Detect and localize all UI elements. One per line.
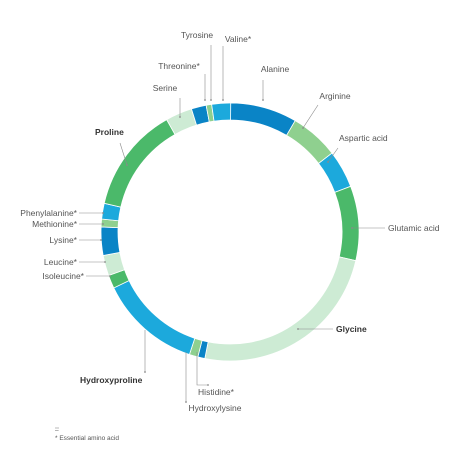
label-lysine: Lysine* xyxy=(49,235,77,245)
footnote-dash: – xyxy=(55,427,59,434)
leader-dot-aspartic-acid xyxy=(327,161,329,163)
leader-dot-tyrosine xyxy=(210,99,212,101)
leader-dot-glycine xyxy=(297,328,299,330)
leader-dot-histidine xyxy=(207,384,209,386)
segment-hydroxyproline xyxy=(113,280,196,355)
leader-histidine xyxy=(196,352,208,386)
label-hydroxyproline: Hydroxyproline xyxy=(80,375,143,385)
footnote: – * Essential amino acid xyxy=(55,427,119,442)
leader-dot-threonine xyxy=(204,99,206,101)
label-isoleucine: Isoleucine* xyxy=(42,271,84,281)
label-methionine: Methionine* xyxy=(32,219,78,229)
leader-dot-lysine xyxy=(100,239,102,241)
label-phenylalanine: Phenylalanine* xyxy=(20,208,77,218)
label-tyrosine: Tyrosine xyxy=(181,30,213,40)
leader-dot-methionine xyxy=(102,223,104,225)
segment-glycine xyxy=(204,256,357,362)
label-hydroxylysine: Hydroxylysine xyxy=(189,403,242,413)
label-arginine: Arginine xyxy=(319,91,350,101)
label-leaders xyxy=(79,45,385,403)
footnote-text: * Essential amino acid xyxy=(55,435,119,442)
leader-dot-proline xyxy=(126,164,128,166)
leader-dot-alanine xyxy=(262,99,264,101)
leader-arginine xyxy=(302,104,319,129)
label-glycine: Glycine xyxy=(336,324,367,334)
label-glutamic-acid: Glutamic acid xyxy=(388,223,440,233)
label-aspartic-acid: Aspartic acid xyxy=(339,133,388,143)
label-proline: Proline xyxy=(95,127,124,137)
leader-dot-hydroxyproline xyxy=(144,371,146,373)
label-serine: Serine xyxy=(153,83,178,93)
segment-glutamic-acid xyxy=(334,185,360,262)
leader-dot-leucine xyxy=(104,261,106,263)
segment-labels: Alanine Arginine Aspartic acid Glutamic aci… xyxy=(20,30,439,413)
leader-aspartic-acid xyxy=(327,147,339,163)
segment-lysine xyxy=(100,226,121,256)
leader-dot-glutamic-acid xyxy=(351,227,353,229)
segment-arginine xyxy=(286,120,333,165)
label-histidine: Histidine* xyxy=(198,387,235,397)
label-leucine: Leucine* xyxy=(44,257,78,267)
label-alanine: Alanine xyxy=(261,64,290,74)
leader-dot-valine xyxy=(222,99,224,101)
segment-valine xyxy=(211,102,232,122)
leader-dot-isoleucine xyxy=(109,275,111,277)
leader-proline xyxy=(119,142,128,166)
leader-dot-arginine xyxy=(302,127,304,129)
label-threonine: Threonine* xyxy=(158,61,200,71)
segment-alanine xyxy=(230,102,296,136)
label-valine: Valine* xyxy=(225,34,252,44)
donut-segments xyxy=(100,102,360,362)
leader-dot-hydroxylysine xyxy=(185,401,187,403)
leader-dot-phenylalanine xyxy=(102,212,104,214)
leader-dot-serine xyxy=(179,116,181,118)
